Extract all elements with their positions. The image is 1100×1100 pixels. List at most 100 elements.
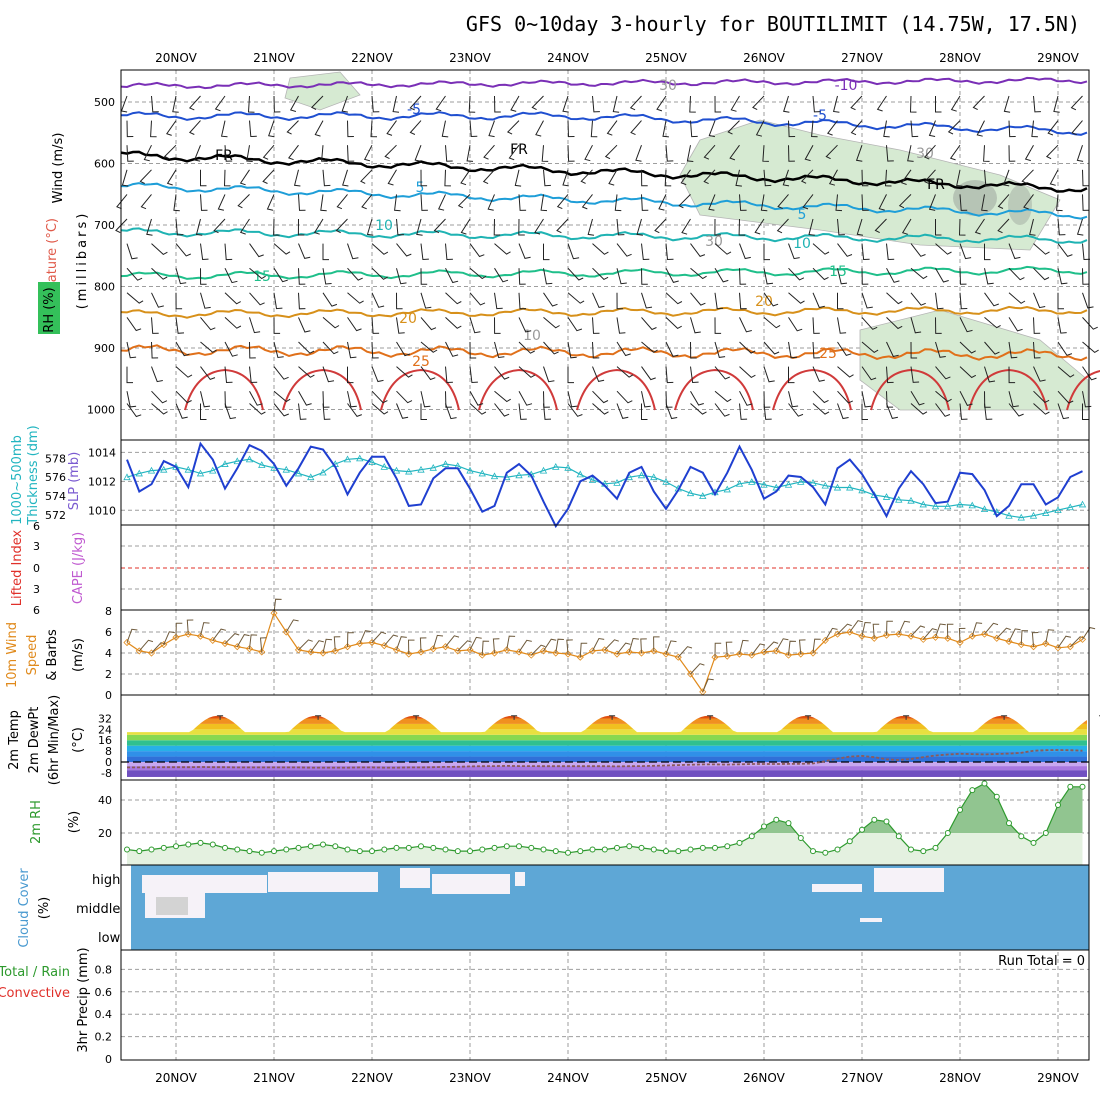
rh-label-1: (%) <box>67 811 82 834</box>
wind-barb <box>518 317 532 333</box>
wind-barb <box>494 292 503 310</box>
dewpoint-line <box>127 749 1083 769</box>
wind-barb <box>151 95 159 113</box>
wind-speed-point <box>760 648 768 656</box>
wind-barb <box>910 292 926 306</box>
wind-barb <box>482 169 495 185</box>
wind-barb <box>469 292 486 306</box>
wind-speed-point <box>723 652 731 660</box>
wind-10m-panel <box>121 598 1096 696</box>
wind-barb-10m <box>543 638 557 652</box>
wind-barb <box>812 403 830 415</box>
wind-speed-point <box>258 648 266 656</box>
wind-barb <box>188 120 201 135</box>
panel-frames <box>120 69 1090 1061</box>
wind-barb <box>654 218 667 234</box>
wind-barb <box>763 243 770 261</box>
wind-barb <box>409 95 422 111</box>
wind-barb <box>518 268 526 285</box>
wind-barb <box>606 120 618 136</box>
thickness-point <box>478 469 486 477</box>
precip-panel <box>121 968 1089 1038</box>
wind-barb-10m <box>628 637 639 653</box>
wind-barb <box>175 292 183 310</box>
wind-speed-point <box>441 643 450 651</box>
wind-barb <box>249 366 258 384</box>
rh-point <box>663 848 669 855</box>
wind-speed-point <box>429 645 437 653</box>
temp-label-0: 2m Temp <box>7 710 22 770</box>
wind-barb <box>200 341 217 353</box>
wind-barb <box>708 120 716 138</box>
wind-barb <box>494 267 509 283</box>
wind-barb <box>590 120 598 138</box>
wind-barb-10m <box>725 641 733 657</box>
thickness-point <box>919 500 927 508</box>
wind-barb <box>754 218 765 235</box>
wind-speed-point <box>637 649 646 657</box>
wind-barb <box>641 292 653 309</box>
rh-shading <box>284 71 361 111</box>
wind-barb <box>935 341 946 358</box>
wind-barb <box>876 95 887 112</box>
wind-barb <box>935 243 952 255</box>
wind-barb <box>543 391 550 408</box>
rh-point <box>271 848 277 855</box>
wind-barb <box>910 341 918 359</box>
rh-point <box>724 843 731 850</box>
wind-barb <box>861 317 878 330</box>
wind-barb <box>812 390 829 404</box>
rh-point <box>320 841 326 848</box>
wind-barb <box>562 169 569 187</box>
wind-barb <box>394 194 401 212</box>
wind-barb <box>812 366 825 382</box>
wind-barb <box>730 95 740 112</box>
thickness-point <box>307 473 315 481</box>
wind-barb <box>1053 95 1060 113</box>
wind-barb <box>126 145 134 162</box>
wind-barb <box>445 366 453 384</box>
wind-barb <box>469 243 485 258</box>
wind-barb-10m <box>640 638 647 654</box>
wind-barb <box>901 218 912 235</box>
rh-point <box>136 848 143 855</box>
wind-barb <box>460 218 471 235</box>
wind-barb-10m <box>163 631 175 645</box>
wind-barb <box>224 366 233 384</box>
wind-barb <box>336 194 348 210</box>
thickness-point <box>809 479 817 486</box>
wind-barb <box>249 292 265 306</box>
wind-barb <box>363 144 373 162</box>
wind-barb-10m <box>273 598 282 614</box>
thickness-point <box>576 470 584 478</box>
wind-barb <box>347 292 364 304</box>
rh-point <box>981 780 988 787</box>
wind-barb <box>959 194 968 211</box>
wind-barb <box>514 169 522 187</box>
date-label-bottom: 28NOV <box>939 1071 981 1085</box>
wind-barb <box>608 169 618 186</box>
wind-barb <box>886 317 903 330</box>
wind-barb <box>322 391 330 408</box>
lifted-index-tick: 0 <box>33 562 40 575</box>
max-whisker <box>1001 715 1008 720</box>
rh-point <box>650 846 657 853</box>
thickness-point <box>662 478 670 485</box>
wind-barb-10m <box>996 627 1011 639</box>
rh-point <box>626 843 633 850</box>
wind-barb-10m <box>592 637 605 652</box>
rh-label-0: 2m RH <box>29 800 44 844</box>
wind-barb <box>689 95 696 113</box>
precip-label-total: Total / Rain <box>0 965 70 980</box>
contour-label: -10 <box>835 78 858 94</box>
wind-barb <box>543 317 560 329</box>
wind-barb <box>984 403 993 420</box>
wind-speed-point <box>478 651 486 659</box>
temperature-band <box>127 723 1087 730</box>
rh-point <box>234 846 241 853</box>
wind-barb-10m <box>910 625 926 637</box>
wind-barb <box>629 95 642 111</box>
rh-point <box>712 844 718 851</box>
wind-barb <box>518 403 527 420</box>
wind-barb <box>1008 403 1024 417</box>
